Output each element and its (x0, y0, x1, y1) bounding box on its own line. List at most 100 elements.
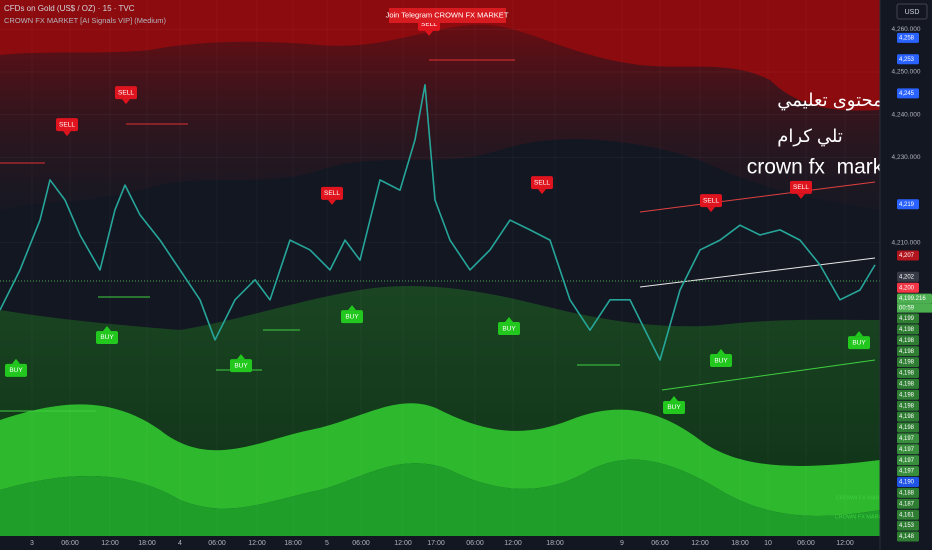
price-tag: 4,202 (899, 274, 915, 280)
signal: SELL (531, 176, 553, 195)
signal-box (56, 118, 78, 132)
signal-arrow (797, 193, 805, 199)
price-tag: 4,198 (899, 338, 915, 344)
price-tag: 4,190 (899, 480, 915, 486)
currency-button[interactable] (896, 3, 928, 20)
price-tag: 4,245 (899, 91, 915, 97)
signal-label: SELL (118, 89, 134, 96)
signal-box (96, 331, 118, 345)
trend-line (661, 359, 876, 391)
x-tick-label: 3 (30, 540, 34, 547)
signal-arrow (103, 326, 111, 332)
signal: BUY (710, 349, 732, 368)
signal-label: SELL (421, 21, 437, 28)
signal-label: BUY (667, 404, 681, 411)
price-tag-box (897, 520, 919, 531)
y-tick-label: 4,250.000 (892, 69, 921, 76)
price-tag: 4,207 (899, 253, 915, 259)
annotation: محتوى تعليمي (777, 90, 883, 111)
support-band-lower (0, 459, 880, 536)
annotation: تلي كرام (777, 126, 843, 147)
price-tag-box (897, 282, 919, 293)
signal: BUY (848, 331, 870, 350)
price-tag: 4,198 (899, 414, 915, 420)
signal-box (230, 359, 252, 373)
currency[interactable]: USD (905, 9, 920, 16)
price-tag: 4,153 (899, 523, 915, 529)
price-tag: 4,197 (899, 458, 915, 464)
x-tick-label: 9 (620, 540, 624, 547)
countdown-box (897, 303, 932, 313)
signal-arrow (348, 305, 356, 311)
signal-arrow (63, 131, 71, 137)
x-tick-label: 06:00 (61, 540, 79, 547)
price-tag: 4,197 (899, 447, 915, 453)
signal: BUY (96, 326, 118, 345)
signal: SELL (321, 186, 343, 205)
signal-arrow (538, 189, 546, 195)
signal-label: BUY (502, 325, 516, 332)
price-tag-box (897, 498, 919, 509)
price-tag-box (897, 293, 932, 304)
price-tag: 4,200 (899, 285, 915, 291)
price-tag-box (897, 346, 919, 357)
price-tag: 4,198 (899, 403, 915, 409)
y-tick-label: 4,240.000 (892, 111, 921, 118)
x-tick-label: 12:00 (248, 540, 266, 547)
x-tick-label: 06:00 (352, 540, 370, 547)
x-tick-label: 17:00 (427, 540, 445, 547)
x-tick-label: 12:00 (691, 540, 709, 547)
signal-box (663, 400, 685, 414)
x-tick-label: 18:00 (731, 540, 749, 547)
x-tick-label: 12:00 (504, 540, 522, 547)
axis-labels: 4,260.000 4,250.000 4,240.000 4,230.000 4,21… (30, 26, 932, 547)
banner-box (389, 8, 506, 23)
price-tag-box (897, 199, 919, 210)
price-tag-box (897, 54, 919, 65)
price-tag: 4,198 (899, 327, 915, 333)
price-tag: 4,198 (899, 349, 915, 355)
price-tag: 4,199.216 (899, 296, 926, 302)
price-tag: 4,148 (899, 534, 915, 540)
price-tag-box (897, 509, 919, 520)
price-tag: 4,253 (899, 57, 915, 63)
signal-label: BUY (714, 357, 728, 364)
support-band (0, 403, 880, 516)
signal-box (321, 186, 343, 200)
signal-label: BUY (852, 339, 866, 346)
signal-label: SELL (59, 121, 75, 128)
signal-label: BUY (100, 334, 114, 341)
y-tick-label: 4,260.000 (892, 26, 921, 33)
price-tag: 4,198 (899, 371, 915, 377)
signal-box (115, 86, 137, 100)
signal: SELL (700, 194, 722, 213)
signal-box (700, 194, 722, 208)
indicator-name: CROWN FX MARKET [AI Signals VIP] (Medium… (4, 16, 166, 25)
x-tick-label: 18:00 (546, 540, 564, 547)
trend-line (639, 257, 876, 288)
plot: SELL SELL SELL SELL SELL SELL SELL BUY BUY BUY BUY… (0, 17, 876, 414)
price-tag: 4,198 (899, 360, 915, 366)
signal-arrow (425, 30, 433, 36)
price-tag: 4,188 (899, 490, 915, 496)
x-tick-label: 4 (178, 540, 182, 547)
annotation: CROWN FX MARKET (835, 514, 890, 520)
x-tick-label: 18:00 (138, 540, 156, 547)
price-tag-box (897, 444, 919, 455)
signal-label: BUY (234, 362, 248, 369)
countdown: 00:59 (899, 306, 915, 312)
signal-label: SELL (703, 197, 719, 204)
price-tag: 4,161 (899, 512, 915, 518)
signal: BUY (341, 305, 363, 324)
x-tick-label: 12:00 (101, 540, 119, 547)
price-tag-box (897, 422, 919, 433)
signal-box (710, 354, 732, 368)
price-tag-box (897, 357, 919, 368)
x-tick-label: 5 (325, 540, 329, 547)
price-tag-box (897, 313, 919, 324)
signal-box (341, 310, 363, 324)
price-tag-box (897, 250, 919, 261)
price-tag: 4,197 (899, 436, 915, 442)
